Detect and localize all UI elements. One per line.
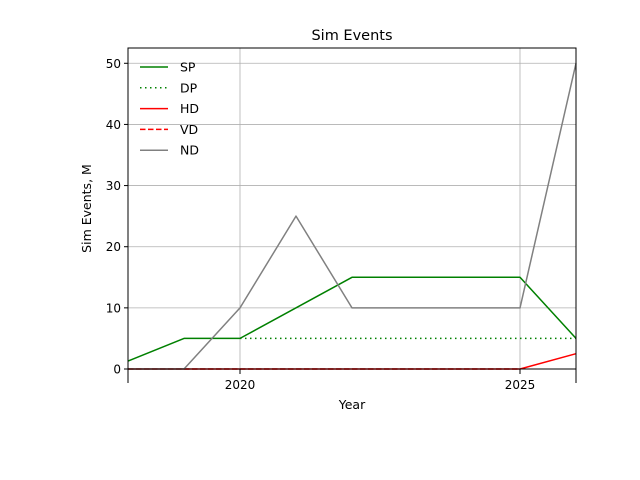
legend-label-hd: HD [180,101,199,116]
y-tick-label: 0 [113,363,121,377]
legend: SP DP HD VD ND [140,60,199,158]
chart-title: Sim Events [311,28,392,44]
legend-label-dp: DP [180,80,198,95]
series-line-sp [127,276,577,362]
legend-label-sp: SP [180,60,196,75]
y-tick-label: 20 [106,240,121,254]
grid [128,48,576,370]
x-tick-label: 2025 [505,378,536,392]
x-axis-label: Year [338,397,366,412]
y-tick-label: 40 [106,118,121,132]
legend-label-nd: ND [180,143,199,158]
y-axis-label: Sim Events, M [79,164,94,253]
y-tick-label: 10 [106,301,121,315]
x-tick-label: 2020 [225,378,256,392]
y-tick-label: 30 [106,179,121,193]
axis-ticks: 0 10 20 30 40 50 2020 2025 [106,57,536,392]
axes-frame [127,47,577,383]
y-tick-label: 50 [106,57,121,71]
legend-label-vd: VD [180,122,198,137]
